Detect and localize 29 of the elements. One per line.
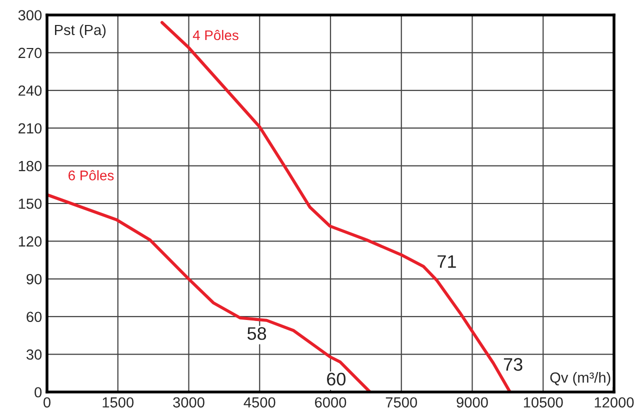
y-tick-label: 120	[18, 236, 42, 247]
series-label: 6 Pôles	[68, 170, 114, 180]
y-tick-label: 0	[34, 387, 42, 398]
y-tick-label: 90	[26, 274, 42, 284]
annotation: 71	[438, 255, 456, 268]
annotation: 60	[327, 372, 346, 386]
x-tick-label: 7500	[386, 397, 418, 408]
annotation: 73	[504, 358, 522, 371]
y-tick-label: 30	[26, 349, 42, 360]
series-label: 4 Pôles	[192, 30, 238, 40]
x-tick-label: 12000	[594, 397, 634, 408]
x-tick-label: 0	[44, 397, 50, 408]
x-tick-label: 4500	[244, 397, 276, 408]
y-tick-label: 300	[18, 10, 42, 20]
y-tick-label: 60	[26, 312, 42, 322]
y-tick-label: 180	[18, 160, 42, 172]
y-tick-label: 210	[18, 123, 42, 134]
y-tick-label: 150	[18, 198, 42, 209]
y-axis-title: Pst (Pa)	[55, 24, 106, 38]
x-tick-label: 3000	[173, 397, 204, 408]
x-tick-label: 10500	[524, 397, 563, 408]
y-tick-label: 270	[18, 48, 42, 58]
x-axis-title: Qv (m³/h)	[550, 372, 610, 386]
x-tick-label: 1500	[102, 397, 134, 408]
line-series	[47, 193, 372, 392]
annotation: 58	[247, 327, 266, 340]
y-tick-label: 240	[18, 86, 42, 96]
x-tick-label: 9000	[456, 397, 488, 408]
x-tick-label: 6000	[315, 397, 346, 408]
